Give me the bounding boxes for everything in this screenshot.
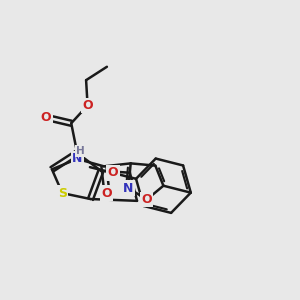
Text: N: N — [72, 152, 83, 165]
Text: N: N — [123, 182, 134, 195]
Text: O: O — [82, 99, 93, 112]
Text: H: H — [76, 146, 85, 156]
Text: O: O — [142, 193, 152, 206]
Text: O: O — [102, 187, 112, 200]
Text: S: S — [58, 187, 67, 200]
Text: O: O — [41, 111, 51, 124]
Text: O: O — [108, 167, 118, 179]
